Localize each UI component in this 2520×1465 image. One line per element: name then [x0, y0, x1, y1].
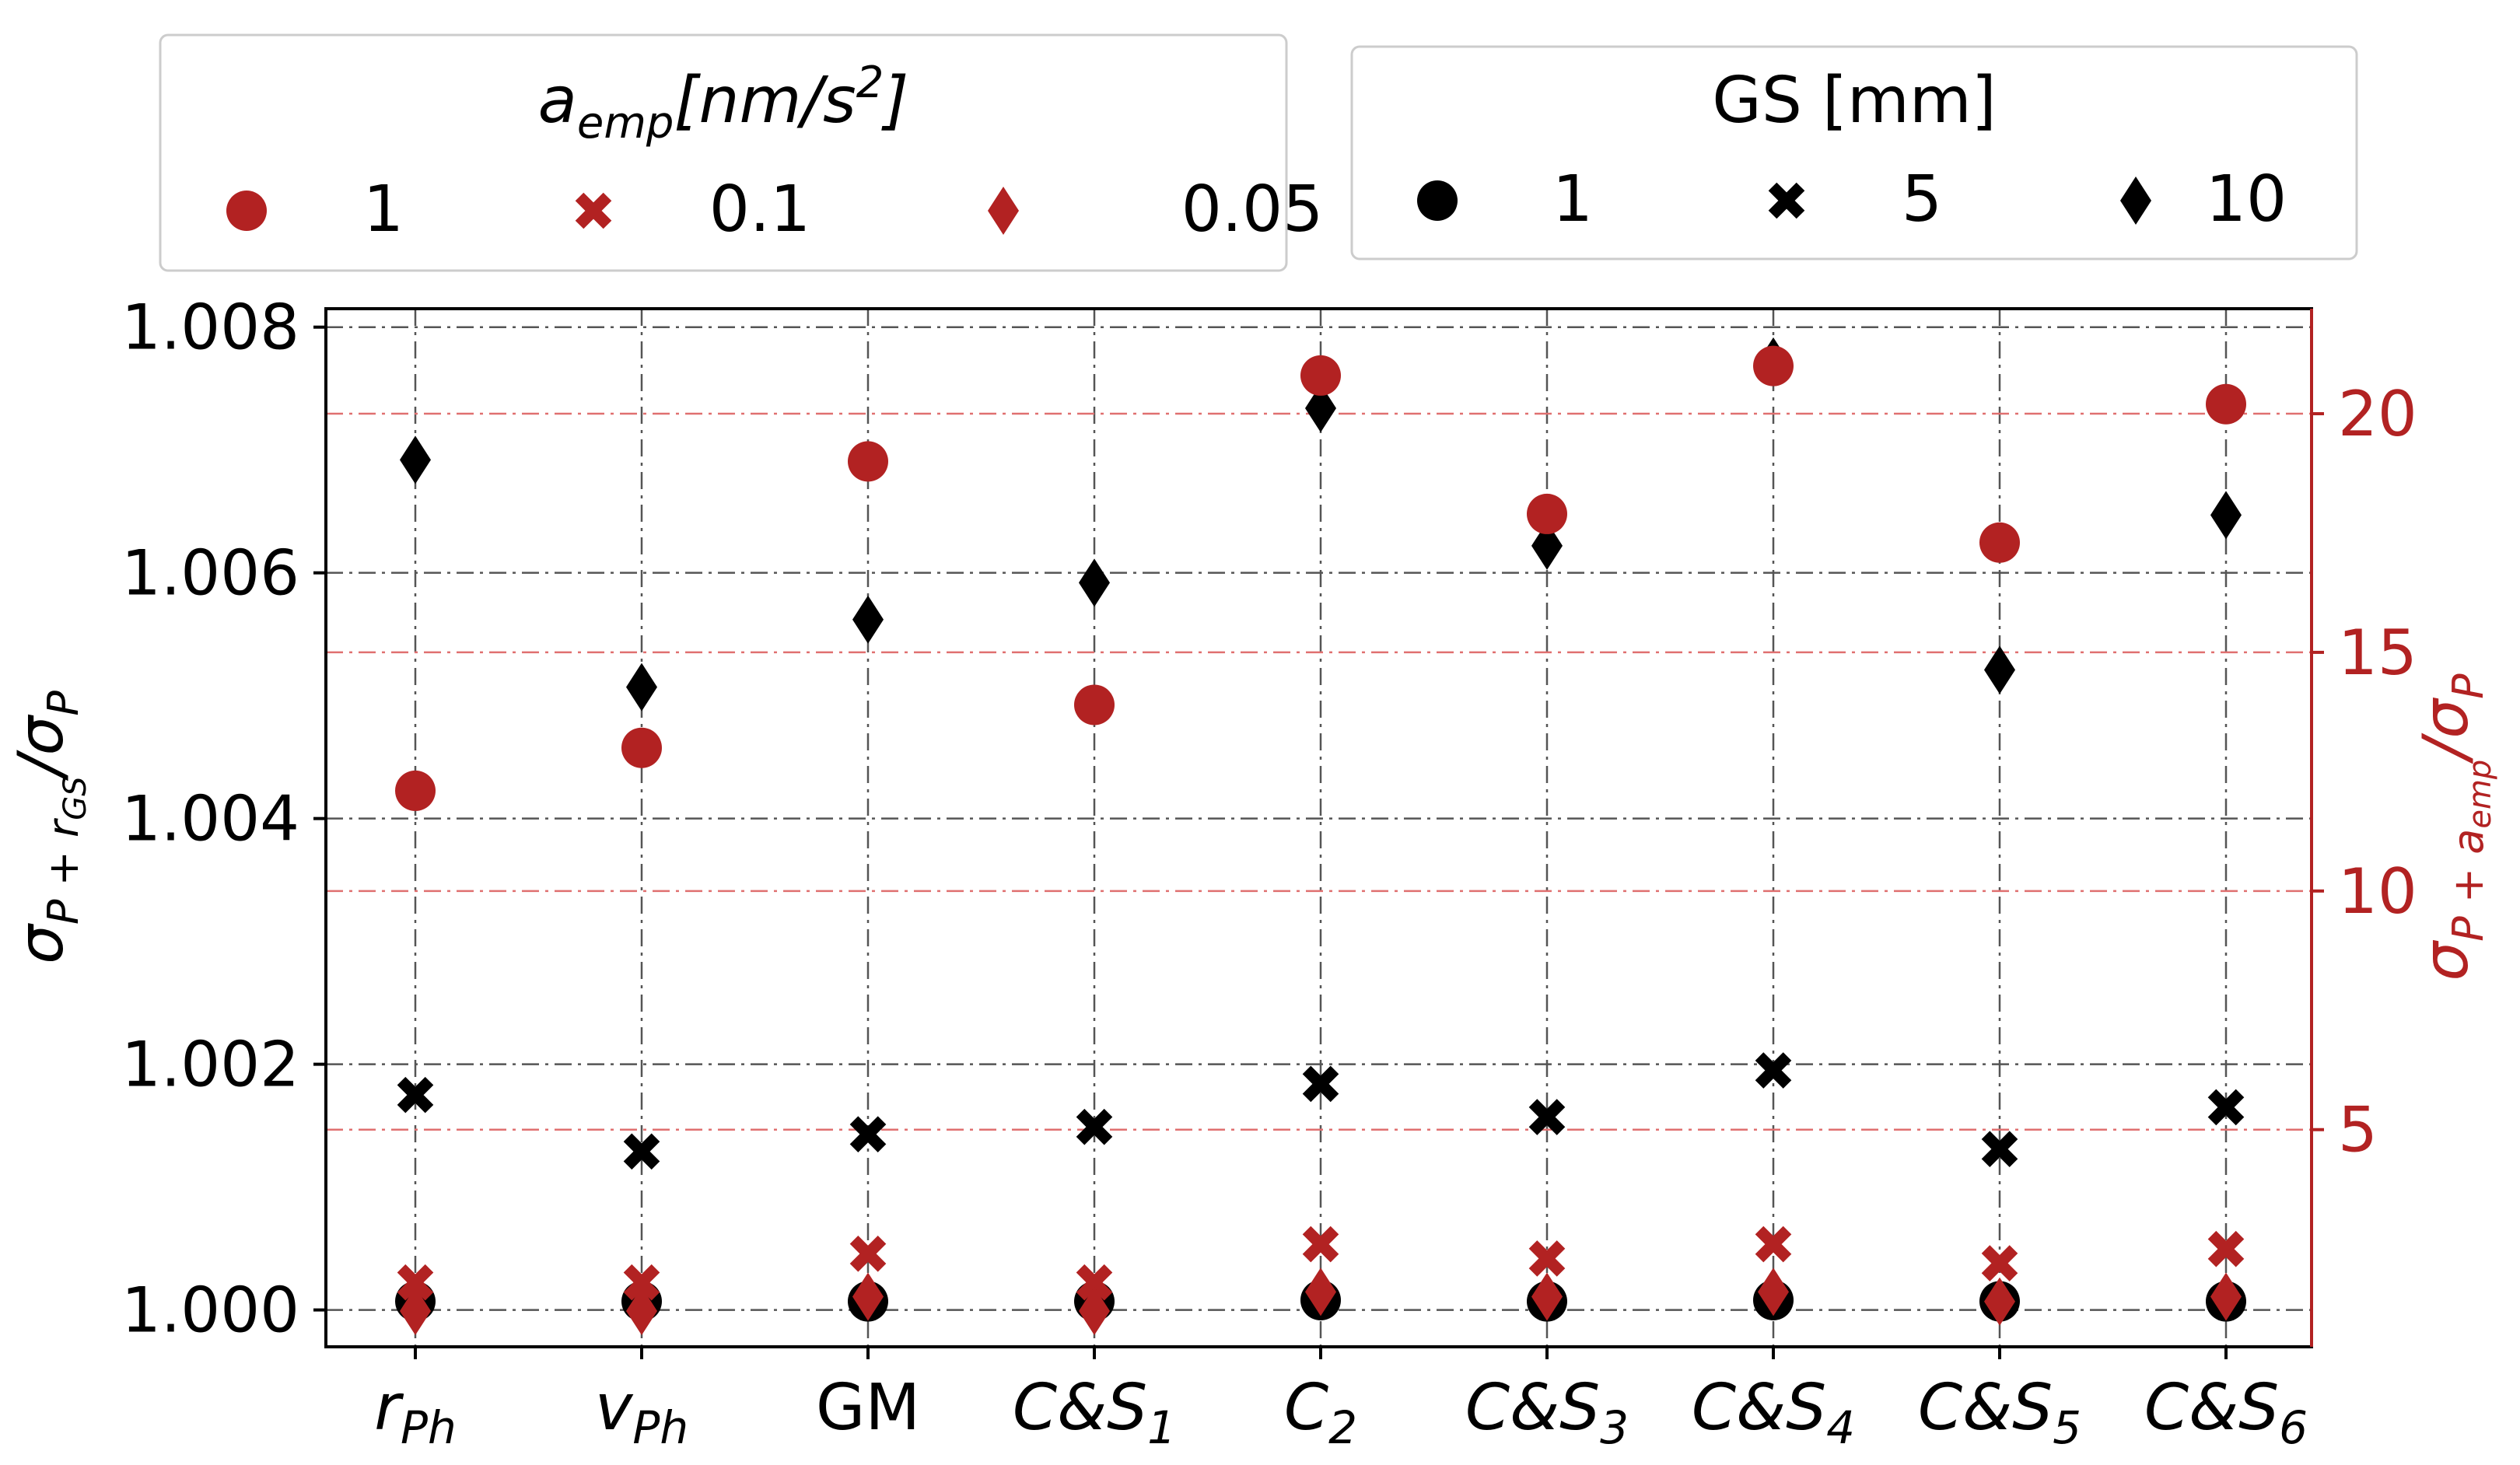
plot-frame [324, 307, 2313, 1348]
legend-marker [2120, 177, 2151, 225]
data-point [849, 1116, 887, 1152]
data-point [1979, 522, 2020, 563]
legend-marker [1768, 182, 1805, 219]
data-point [1531, 521, 1563, 570]
legends: aemp[nm/s2] 1 0.1 0.05 GS [mm] 1 5 10 [159, 33, 2358, 272]
data-point [848, 441, 888, 482]
series-aemp-0-05 [400, 1267, 2242, 1335]
right-tick-label: 5 [2338, 1094, 2378, 1166]
data-point [1305, 1267, 1336, 1316]
left-tick-label: 1.004 [121, 783, 299, 855]
legend-entry-label: 0.05 [1181, 173, 1324, 246]
x-tick-label: C&S5 [1918, 1371, 2081, 1454]
data-point [1076, 1108, 1113, 1145]
data-point [1079, 1286, 1110, 1335]
x-tick-label: vPh [595, 1371, 688, 1454]
legend-entry-label: 1 [363, 173, 404, 246]
data-point [626, 1286, 657, 1335]
data-point [623, 1264, 660, 1301]
left-tick-label: 1.000 [121, 1274, 299, 1347]
legend-title: GS [mm] [1712, 64, 1996, 138]
data-point [397, 1076, 434, 1114]
data-point [1074, 684, 1115, 726]
data-point [1076, 1264, 1113, 1301]
data-point [1755, 1225, 1792, 1263]
x-tick-label: C2 [1284, 1371, 1357, 1454]
legend-entry-label: 1 [1552, 163, 1593, 236]
x-tick-label: C&S3 [1465, 1371, 1629, 1454]
data-point [1753, 345, 1794, 386]
data-point [1758, 1267, 1789, 1316]
series-aemp-0-1 [397, 1225, 2245, 1301]
data-point [852, 595, 884, 644]
series-aemp-1 [395, 345, 2246, 811]
data-point [1755, 1052, 1792, 1089]
right-tick-label: 15 [2338, 617, 2417, 689]
data-point [1300, 355, 1341, 396]
x-tick-label: C&S1 [1013, 1371, 1176, 1454]
data-point [2207, 1230, 2245, 1267]
left-tick-label: 1.008 [121, 292, 299, 364]
data-point [1302, 1065, 1339, 1103]
right-axis-label: σP + aemp/σP [2410, 673, 2498, 981]
data-point [623, 1133, 660, 1170]
legend-frame [1350, 45, 2358, 260]
legend-marker [988, 187, 1019, 235]
x-tick-label: rPh [374, 1371, 456, 1454]
data-point [1079, 558, 1110, 607]
left-tick-label: 1.002 [121, 1029, 299, 1101]
data-marks [395, 337, 2246, 1335]
right-tick-label: 10 [2338, 855, 2417, 928]
legend-entry-label: 0.1 [709, 173, 810, 246]
data-point [400, 1286, 431, 1335]
series-gs-5-mm [397, 1052, 2245, 1170]
x-tick-label: C&S6 [2144, 1371, 2308, 1454]
data-point [1981, 1131, 2018, 1167]
data-point [2207, 1089, 2245, 1126]
legend-aemp: aemp[nm/s2] 1 0.1 0.05 [159, 33, 1324, 272]
data-point [1305, 383, 1336, 432]
data-point [626, 663, 657, 712]
grid [326, 309, 2312, 1347]
data-point [1984, 1277, 2015, 1326]
legend-marker [1417, 180, 1458, 221]
x-tick-label: C&S4 [1692, 1371, 1855, 1454]
legend-gs: GS [mm] 1 5 10 [1350, 45, 2358, 260]
legend-title: aemp[nm/s2] [538, 58, 909, 149]
data-point [397, 1264, 434, 1301]
left-tick-label: 1.006 [121, 537, 299, 610]
data-point [2210, 491, 2242, 540]
legend-entry-label: 10 [2206, 163, 2287, 236]
data-point [1531, 1272, 1563, 1321]
left-axis-label: σP + rGS/σP [5, 691, 93, 964]
legend-entry-label: 5 [1902, 163, 1942, 236]
axes: 1.000 1.002 1.004 1.006 1.008 5 10 15 20 rPh vPh GM… [5, 292, 2498, 1454]
legend-marker [226, 191, 267, 231]
data-point [400, 435, 431, 484]
data-point [1528, 1240, 1566, 1277]
data-point [621, 727, 662, 768]
data-point [1528, 1099, 1566, 1135]
right-tick-label: 20 [2338, 378, 2417, 450]
data-point [1302, 1225, 1339, 1263]
data-point [1984, 645, 2015, 694]
data-point [1981, 1245, 2018, 1281]
data-point [2206, 383, 2246, 425]
x-tick-label: GM [816, 1371, 920, 1445]
data-point [395, 770, 436, 811]
data-point [852, 1272, 884, 1321]
legend-marker [575, 192, 612, 229]
data-point [1527, 493, 1567, 534]
data-point [2210, 1272, 2242, 1321]
data-point [849, 1236, 887, 1272]
